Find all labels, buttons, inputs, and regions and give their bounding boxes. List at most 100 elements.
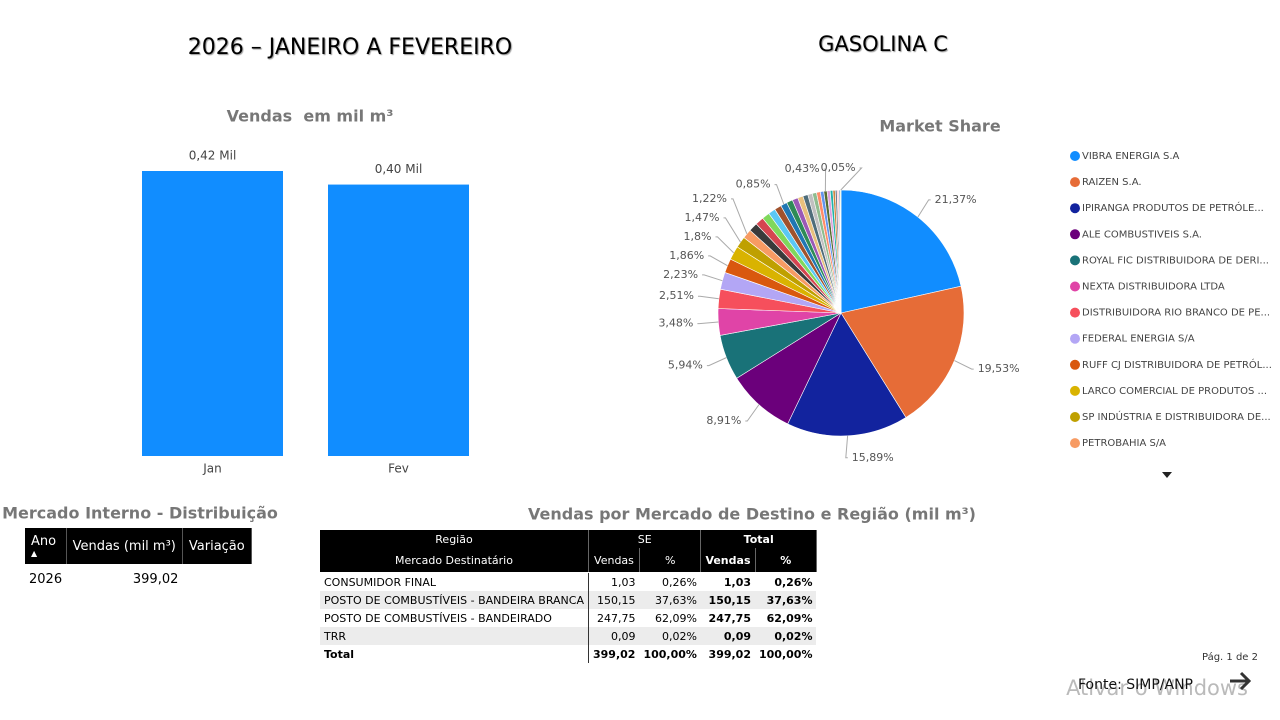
leader-line xyxy=(706,357,727,367)
leader-line xyxy=(954,360,974,370)
table-row: Região SE Total xyxy=(320,530,817,548)
table-cell: 62,09% xyxy=(766,611,813,625)
legend-marker xyxy=(1070,203,1080,214)
table-row: Mercado Destinatário Vendas% Vendas% xyxy=(320,548,817,573)
table-cell: Variação xyxy=(182,528,252,564)
product-title: GASOLINA C xyxy=(818,32,948,56)
next-page-arrow[interactable] xyxy=(1230,671,1252,691)
table-cell: POSTO DE COMBUSTÍVEIS - BANDEIRADO xyxy=(324,611,552,625)
legend-label: NEXTA DISTRIBUIDORA LTDA xyxy=(1082,282,1225,293)
data-label: 1,47% xyxy=(685,211,720,224)
table-cell: 399,02 xyxy=(708,647,751,661)
table-cell: 37,63% xyxy=(639,591,701,609)
legend-label: FEDERAL ENERGIA S/A xyxy=(1082,334,1195,345)
table-cell: 247,75 xyxy=(588,609,640,627)
leader-line xyxy=(697,295,719,300)
bar-title: Vendas em mil m³ xyxy=(227,107,394,126)
table-cell: Vendas (mil m³) xyxy=(66,528,183,564)
table-cell: 150,15 xyxy=(700,591,755,609)
table-cell: Total xyxy=(324,647,355,661)
bar xyxy=(142,171,283,456)
legend-marker xyxy=(1070,333,1080,344)
data-label: 0,05% xyxy=(821,161,856,174)
leader-line xyxy=(917,199,931,218)
table-cell: Mercado Destinatário xyxy=(320,548,589,573)
table-cell: POSTO DE COMBUSTÍVEIS - BANDEIRA BRANCA xyxy=(320,591,589,609)
leader-line xyxy=(845,435,849,459)
data-label: 15,89% xyxy=(852,451,894,464)
legend-marker xyxy=(1070,385,1080,396)
table-cell: 0,02% xyxy=(639,627,701,645)
table-cell: Vendas xyxy=(588,548,640,573)
pie-title: Market Share xyxy=(879,117,1000,136)
legend-label: LARCO COMERCIAL DE PRODUTOS ... xyxy=(1082,386,1267,397)
table-interno: Ano ▲ Vendas (mil m³) Variação 2026 399,02 xyxy=(25,528,252,594)
table-cell: 150,15 xyxy=(588,591,640,609)
table-cell: 399,02 xyxy=(132,571,179,587)
legend-label: ROYAL FIC DISTRIBUIDORA DE DERI... xyxy=(1082,255,1269,266)
table-cell: CONSUMIDOR FINAL xyxy=(324,575,437,589)
data-label: 2,51% xyxy=(659,289,694,302)
table-cell: 0,26% xyxy=(661,575,697,589)
table-destino: Região SE Total Mercado Destinatário Vendas%… xyxy=(320,530,817,663)
legend-marker xyxy=(1070,281,1080,292)
leader-line xyxy=(731,198,748,235)
table-cell: Vendas xyxy=(700,548,756,573)
legend-marker xyxy=(1070,177,1080,188)
table-cell: % xyxy=(639,548,702,573)
data-label: 1,86% xyxy=(669,249,704,262)
table-cell: Ano ▲ xyxy=(25,528,67,564)
data-label: 0,42 Mil xyxy=(189,149,237,163)
table-cell: 0,09 xyxy=(700,627,755,645)
leader-line xyxy=(723,217,741,243)
x-tick-label: Jan xyxy=(202,462,222,476)
table-cell: 2026 xyxy=(29,571,63,587)
table-row: Total 399,02 100,00% 399,02 100,00% xyxy=(320,645,816,663)
legend-label: SP INDÚSTRIA E DISTRIBUIDORA DE... xyxy=(1082,410,1271,423)
legend-marker xyxy=(1070,307,1080,318)
table-cell: 1,03 xyxy=(723,575,751,589)
pie-slice xyxy=(840,285,965,418)
leader-line xyxy=(697,321,719,325)
table-cell: 37,63% xyxy=(755,591,817,609)
data-label: 1,8% xyxy=(684,230,712,243)
table-cell: 247,75 xyxy=(708,611,751,625)
data-label: 21,37% xyxy=(935,193,977,206)
source: Fonte: SIMP/ANP xyxy=(1078,677,1193,693)
table-row: POSTO DE COMBUSTÍVEIS - BANDEIRADO 247,75… xyxy=(320,609,816,627)
table-row: POSTO DE COMBUSTÍVEIS - BANDEIRA BRANCA 1… xyxy=(320,591,817,609)
table-row: 2026 399,02 xyxy=(25,564,251,594)
data-label: 1,22% xyxy=(692,192,727,205)
table-cell: 0,09 xyxy=(588,627,640,645)
legend-scroll[interactable] xyxy=(1162,472,1172,478)
table-row: TRR 0,09 0,02% 0,09 0,02% xyxy=(320,627,817,645)
leader-line xyxy=(774,184,785,205)
table-cell: Região xyxy=(320,530,589,548)
legend-marker xyxy=(1070,438,1080,449)
leader-line xyxy=(702,274,723,282)
table-cell: SE xyxy=(588,530,702,548)
legend-label: IPIRANGA PRODUTOS DE PETRÓLE... xyxy=(1082,201,1264,214)
data-label: 0,40 Mil xyxy=(375,162,423,176)
leader-line xyxy=(708,255,728,267)
legend-label: VIBRA ENERGIA S.A xyxy=(1082,151,1180,162)
data-label: 5,94% xyxy=(668,359,703,372)
leader-line xyxy=(715,236,735,254)
period-title: 2026 – JANEIRO A FEVEREIRO xyxy=(188,35,512,60)
legend-marker xyxy=(1070,255,1080,266)
leader-line xyxy=(745,404,760,422)
table-cell: Total xyxy=(700,530,817,548)
bar xyxy=(328,184,469,457)
table-cell: % xyxy=(755,548,817,573)
legend-marker xyxy=(1070,359,1080,370)
page-number: Pág. 1 de 2 xyxy=(1202,651,1258,663)
legend-label: RUFF CJ DISTRIBUIDORA DE PETRÓL... xyxy=(1082,358,1272,371)
sort-icon[interactable]: ▲ xyxy=(31,549,38,558)
table-cell: 399,02 xyxy=(588,645,640,663)
x-tick-label: Fev xyxy=(388,462,409,476)
watermark: Ativar o Windows xyxy=(1066,676,1248,700)
legend-label: PETROBAHIA S/A xyxy=(1082,438,1166,449)
table-cell: 1,03 xyxy=(588,572,640,591)
legend-label: ALE COMBUSTIVEIS S.A. xyxy=(1082,229,1202,240)
